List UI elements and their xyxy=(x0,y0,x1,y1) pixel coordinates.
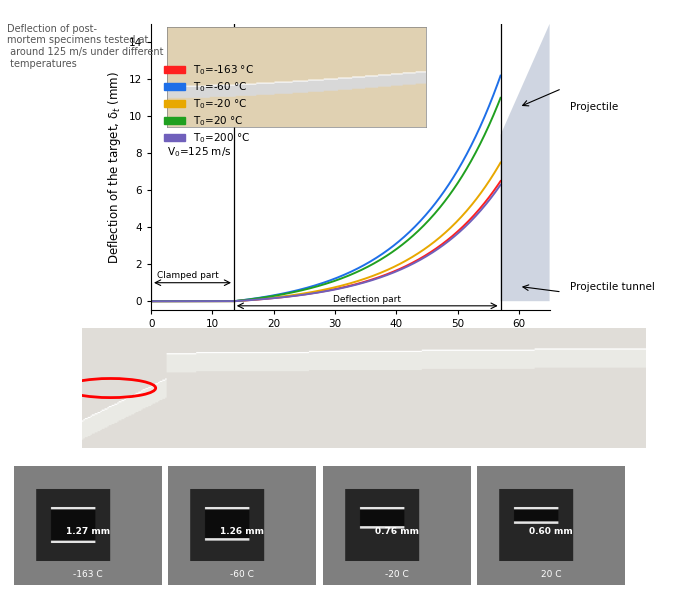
Text: -60 C: -60 C xyxy=(230,570,254,579)
Legend: T$_0$=-163 °C, T$_0$=-60 °C, T$_0$=-20 °C, T$_0$=20 °C, T$_0$=200 °C: T$_0$=-163 °C, T$_0$=-60 °C, T$_0$=-20 °… xyxy=(164,63,254,145)
Polygon shape xyxy=(501,24,550,301)
X-axis label: Target length, L$_t$ (mm): Target length, L$_t$ (mm) xyxy=(283,335,418,352)
Text: Clamped part: Clamped part xyxy=(157,271,219,280)
Text: Projectile: Projectile xyxy=(570,103,618,112)
Text: Projectile tunnel: Projectile tunnel xyxy=(570,282,655,291)
Text: 0.60 mm: 0.60 mm xyxy=(530,527,573,536)
Text: V$_0$=125 m/s: V$_0$=125 m/s xyxy=(167,146,232,159)
Text: -163 C: -163 C xyxy=(73,570,102,579)
Text: 1.26 mm: 1.26 mm xyxy=(220,527,264,536)
Text: Deflection part: Deflection part xyxy=(333,295,401,304)
Text: 20 C: 20 C xyxy=(541,570,561,579)
Text: 1.27 mm: 1.27 mm xyxy=(65,527,110,536)
Text: 0.76 mm: 0.76 mm xyxy=(374,527,419,536)
Text: Deflection of post-
mortem specimens tested at
 around 125 m/s under different
 : Deflection of post- mortem specimens tes… xyxy=(7,24,164,69)
Text: -20 C: -20 C xyxy=(385,570,409,579)
Y-axis label: Deflection of the target, δ$_t$ (mm): Deflection of the target, δ$_t$ (mm) xyxy=(106,71,123,263)
